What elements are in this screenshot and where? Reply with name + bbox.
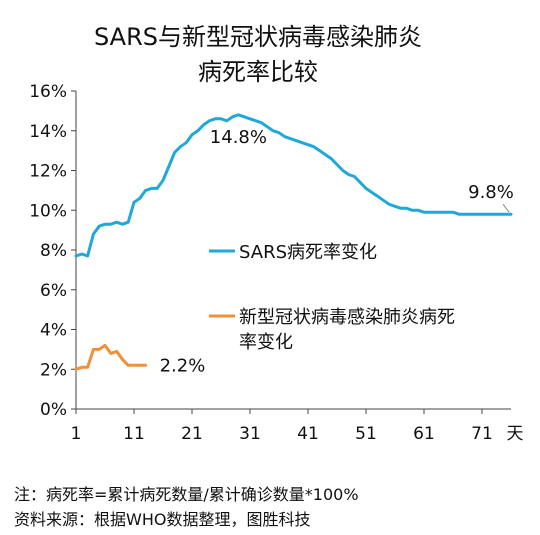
data-label: 2.2% [160, 355, 206, 376]
x-tick-label: 51 [355, 424, 377, 444]
x-tick-label: 21 [181, 424, 203, 444]
x-tick-label: 61 [413, 424, 435, 444]
legend-label: 新型冠状病毒感染肺炎病死 [239, 307, 455, 328]
legend-label: 率变化 [239, 332, 293, 353]
y-tick-label: 14% [29, 122, 67, 142]
x-tick-label: 1 [71, 424, 82, 444]
x-tick-label: 71 [471, 424, 493, 444]
chart-title-line-1: SARS与新型冠状病毒感染肺炎 [94, 23, 422, 51]
sars-series-line [74, 113, 513, 258]
y-tick-label: 12% [29, 162, 67, 182]
y-tick-label: 2% [40, 360, 67, 380]
axes: 0%2%4%6%8%10%12%14%16%1 11 21 31 41 51 61 71 天 [29, 82, 523, 444]
y-tick-label: 0% [40, 400, 67, 420]
x-tick-label: 41 [297, 424, 319, 444]
data-marks: 14.8% 9.8% 2.2% [74, 113, 514, 376]
y-tick-label: 4% [40, 321, 67, 341]
y-tick-label: 16% [29, 82, 67, 102]
x-tick-label: 31 [239, 424, 261, 444]
legend-label: SARS病死率变化 [239, 242, 377, 263]
x-axis-unit: 天 [507, 424, 524, 444]
data-label-leader [502, 203, 510, 213]
formula-note: 注：病死率=累计病死数量/累计确诊数量*100% [14, 485, 359, 504]
chart: SARS与新型冠状病毒感染肺炎 病死率比较 0%2%4%6%8%10%12%14… [29, 23, 523, 444]
data-label: 9.8% [468, 182, 514, 203]
ncov-series-line [74, 343, 148, 371]
y-tick-label: 10% [29, 201, 67, 221]
data-label: 14.8% [210, 127, 267, 148]
y-tick-label: 6% [40, 281, 67, 301]
source-note: 资料来源：根据WHO数据整理，图胜科技 [14, 510, 311, 529]
chart-title-line-2: 病死率比较 [198, 58, 318, 86]
x-tick-label: 11 [123, 424, 145, 444]
y-tick-label: 8% [40, 241, 67, 261]
